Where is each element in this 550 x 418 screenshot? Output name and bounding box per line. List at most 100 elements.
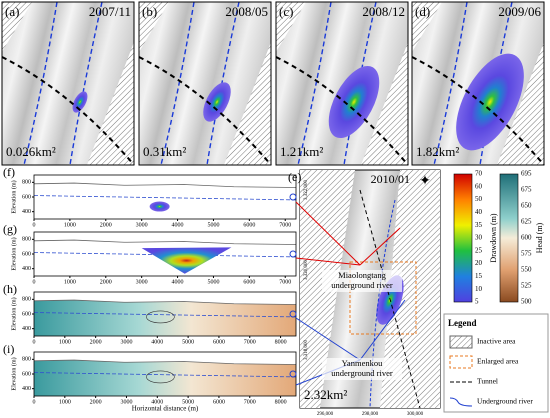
tunnel-line [33,195,297,201]
x-tick-label: 0 [33,339,36,345]
x-tick-label: 8000 [275,339,287,345]
drawdown-plume [203,82,231,122]
annotation-line: Miaolongtang [338,270,386,280]
colorbar-tick: 10 [475,285,483,293]
colorbar-tick: 575 [521,250,532,258]
x-tick-label: 1000 [59,339,71,345]
x-tick-label: 3000 [136,222,148,228]
x-tick-label: 2000 [100,279,112,285]
head-field [34,300,296,336]
colorbar-tick: 50 [475,195,483,203]
panel-date: 2008/05 [225,4,268,19]
x-tick-label: 4000 [151,339,163,345]
head-contour [146,370,175,384]
x-tick-label: 5000 [207,279,219,285]
x-tick-label: 7000 [279,222,291,228]
legend-swatch [449,335,473,349]
panel-date: 2008/12 [362,4,405,19]
ground-surface [33,182,297,188]
y-tick-label: 600 [22,251,31,257]
panel-label: (c) [279,4,293,19]
tunnel-line [33,372,297,378]
colorbar-label: Drawdown (m) [489,213,498,262]
y-tick-label: 800 [22,237,31,243]
panel-area: 1.82km² [416,144,459,159]
section-plume [149,201,170,212]
river [297,1,332,166]
panel-date: 2007/11 [89,4,131,19]
x-tick-label: 0 [33,399,36,405]
x-axis-label: Horizontal distance (m) [132,405,199,413]
colorbar-tick: 625 [521,218,532,226]
y-tick-label: 400 [22,326,31,332]
tunnel [359,189,421,409]
inactive-area [224,42,271,165]
river [23,1,58,166]
x-tick-label: 0 [33,279,36,285]
legend-item: Tunnel [477,377,498,386]
head-contour [146,310,175,324]
head-field [34,360,296,396]
y-axis-label: Elevation (m) [10,297,17,330]
y-axis-label: Elevation (m) [10,357,17,390]
x-tick-label: 6000 [213,339,225,345]
section-plume [141,247,232,274]
colorbar-tick: 35 [475,221,483,229]
x-tick-label: 1000 [59,399,71,405]
legend-item: Inactive area [477,337,516,346]
legend-box [443,313,549,413]
arrow [295,201,361,266]
inactive-area [2,2,32,52]
y-tick-label: 3,322,000 [304,180,309,201]
y-tick-label: 800 [22,297,31,303]
panel-label: (a) [5,4,19,19]
y-tick-label: 400 [22,209,31,215]
tunnel [138,56,272,166]
inactive-area [87,42,134,165]
panel-label: (b) [142,4,157,19]
colorbar-tick: 675 [521,186,532,194]
arrow [295,317,361,361]
x-tick-label: 300,000 [407,412,424,417]
enlarged-area [349,261,417,335]
legend-title: Legend [448,318,477,328]
river-marker [289,370,297,378]
y-axis-label: Elevation (m) [10,180,17,213]
annotation-line: Yanmenkou [342,358,383,368]
legend-item: Enlarged area [477,357,519,366]
colorbar-tick: 20 [475,259,483,267]
river [160,1,195,166]
colorbar-tick: 550 [521,266,532,274]
inactive-area [361,42,408,165]
colorbar-label: Head (m) [535,222,544,253]
panel-frame [275,1,409,166]
x-tick-label: 5000 [182,339,194,345]
inactive-area [139,2,169,52]
river [433,1,468,166]
section-label: (i) [3,342,14,356]
tunnel [275,56,409,166]
colorbar-tick: 650 [521,202,532,210]
arrow [359,227,401,266]
colorbar [453,173,473,303]
map-label: (e) [288,170,301,184]
y-tick-label: 400 [22,266,31,272]
colorbar-tick: 15 [475,272,483,280]
north-arrow: ✦ [419,174,431,189]
y-tick-label: 800 [22,180,31,186]
x-tick-label: 4000 [172,279,184,285]
panel-date: 2009/06 [498,4,541,19]
colorbar-tick: 525 [521,282,532,290]
y-tick-label: 600 [22,311,31,317]
y-axis-label: Elevation (m) [10,237,17,270]
colorbar-tick: 500 [521,298,532,306]
y-tick-label: 800 [22,357,31,363]
x-tick-label: 7000 [279,279,291,285]
x-tick-label: 2000 [90,399,102,405]
ground-surface [33,239,297,245]
x-tick-label: 1000 [64,222,76,228]
river-marker [289,193,297,201]
river [343,1,377,166]
annotation-line: underground river [331,280,393,290]
